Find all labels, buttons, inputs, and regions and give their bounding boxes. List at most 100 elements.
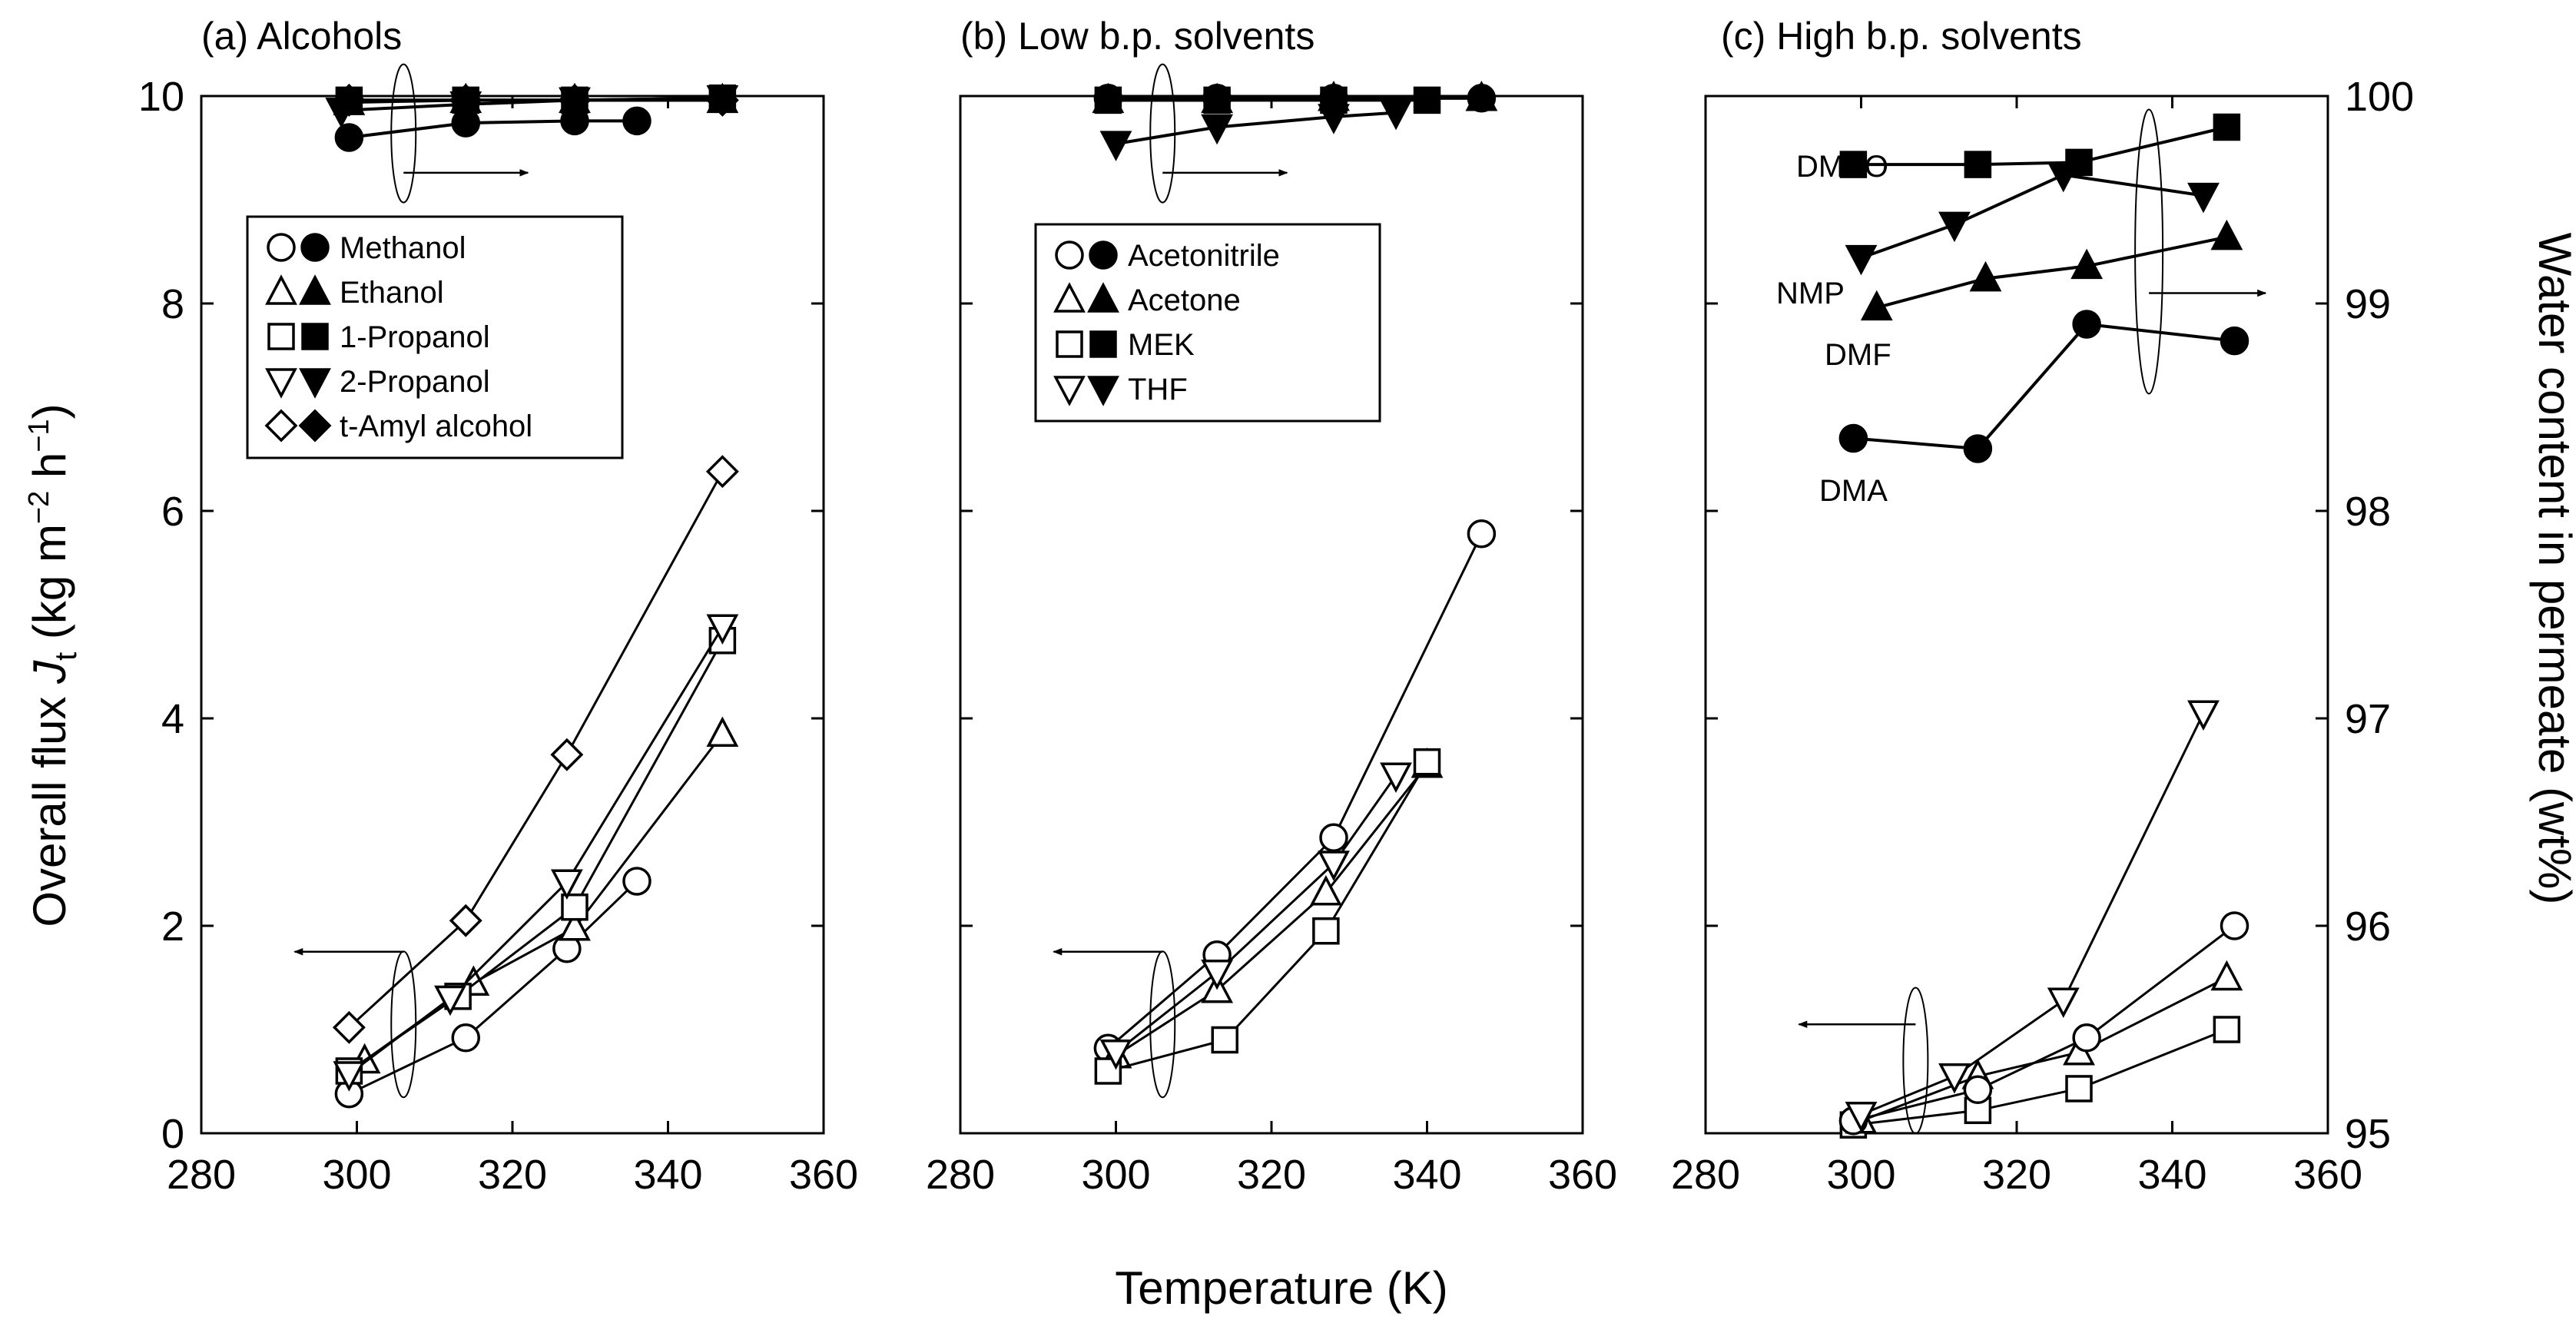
panel-b-flux-point-thf	[1099, 1039, 1132, 1070]
right-y-tick-label: 95	[2345, 1111, 2391, 1157]
panel-a-legend-open-marker	[264, 409, 298, 443]
panel-a-flux-point-2-propanol	[333, 1061, 366, 1092]
panel-a-flux-point-t-amyl-alcohol	[332, 1010, 366, 1044]
panel-c-flux-point-dma	[1963, 1075, 1993, 1105]
panel-c-flux-point-nmp	[1938, 1063, 1971, 1094]
panel-b-flux-point-mek	[1094, 1057, 1122, 1085]
panel-c-water-point-dmf	[1969, 260, 2002, 292]
left-y-tick-label: 2	[161, 904, 184, 950]
panel-a-flux-line-1-propanol	[348, 640, 724, 1073]
panel-b-legend-label: THF	[1128, 373, 1188, 406]
left-y-tick-label: 8	[161, 281, 184, 327]
right-y-tick-label: 97	[2345, 696, 2391, 742]
panel-a-flux-point-t-amyl-alcohol	[449, 904, 482, 937]
panel-a-flux-point-ethanol	[706, 716, 739, 747]
panel-a-legend-filled-marker	[300, 233, 330, 262]
panel-c-flux-point-dmf	[2210, 960, 2243, 991]
panel-b-water-point-thf	[1318, 104, 1350, 134]
panel-a-title: (a) Alcohols	[201, 15, 402, 58]
panel-b-x-tick-label: 300	[1081, 1152, 1150, 1198]
panel-a-flux-line-methanol	[348, 880, 638, 1096]
panel-b-flux-line-thf	[1115, 774, 1397, 1053]
panel-b-legend-label: MEK	[1128, 328, 1195, 362]
panel-a-flux-point-1-propanol	[561, 893, 588, 921]
left-y-tick-label: 0	[161, 1111, 184, 1157]
left-y-axis-title-post: )	[24, 403, 75, 419]
panel-b-legend-filled-marker	[1089, 240, 1118, 270]
panel-b-legend-open-marker	[1056, 330, 1083, 358]
panel-a-flux-point-t-amyl-alcohol	[705, 455, 739, 489]
panel-b-water-line-thf	[1116, 111, 1397, 146]
panel-b-flux-point-acetonitrile	[1319, 823, 1348, 852]
panel-c-label-dmso: DMSO	[1796, 150, 1888, 184]
panel-c-flux-point-dmso	[2213, 1016, 2241, 1043]
panel-c-water-line-dmso	[1853, 125, 2227, 167]
panel-c-water-point-dma	[2072, 310, 2101, 339]
left-y-axis-title: Overall flux Jt (kg m−2 h−1)	[23, 403, 83, 927]
left-y-tick-label: 10	[138, 74, 184, 120]
panel-c-label-dmf: DMF	[1825, 338, 1891, 372]
left-y-axis-title-pre: Overall flux	[24, 684, 75, 927]
panel-b-water-point-mek	[1094, 86, 1122, 114]
panel-a-flux-point-methanol	[451, 1023, 480, 1053]
panel-b-flux-point-mek	[1312, 917, 1340, 945]
panel-a-x-tick-label: 320	[478, 1152, 547, 1198]
panel-c-water-point-dmf	[2070, 248, 2104, 280]
panel-b-water-point-mek	[1203, 86, 1231, 114]
panel-c-water-point-nmp	[2187, 182, 2220, 214]
panel-c-flux-point-nmp	[2187, 700, 2220, 731]
panel-b-flux-point-thf	[1201, 960, 1234, 990]
panel-c-flux-line-nmp	[1860, 712, 2205, 1116]
panel-c-water-point-dma	[1963, 434, 1993, 463]
panel-a-flux-point-2-propanol	[550, 869, 583, 900]
panel-c-water-line-nmp	[1860, 173, 2204, 260]
panel-a-legend-label: 2-Propanol	[340, 365, 490, 399]
panel-b-flux-point-mek	[1211, 1026, 1238, 1054]
panel-a-flux-point-2-propanol	[706, 614, 739, 645]
panel-a-x-tick-label: 300	[322, 1152, 391, 1198]
panel-b-flux-point-thf	[1318, 851, 1350, 881]
panel-a-water-point-t-amyl-alcohol	[332, 83, 366, 117]
panel-b: 280 300 320 340 360 Acetonitrile Acetone MEK THF	[926, 63, 1617, 1198]
panel-b-water-point-thf	[1201, 114, 1234, 145]
panel-a-legend-open-marker	[265, 274, 297, 305]
panel-a-legend-filled-marker	[301, 323, 329, 350]
panels-layer: 280 300 320 340 360 0 2 4 6 8 10 Methanol Ethanol 1-P…	[138, 63, 2414, 1198]
panel-b-water-ellipse	[1149, 63, 1176, 204]
panel-b-flux-point-thf	[1380, 762, 1412, 793]
panel-a-flux-point-ethanol	[559, 910, 591, 941]
panel-a-legend-open-marker	[267, 233, 296, 262]
panel-b-flux-point-acetonitrile	[1467, 519, 1497, 549]
panel-a: 280 300 320 340 360 0 2 4 6 8 10 Methanol Ethanol 1-P…	[138, 63, 858, 1198]
panel-c-water-ellipse	[2134, 108, 2164, 395]
panel-b-x-tick-label: 280	[926, 1152, 995, 1198]
left-y-axis-title-var: J	[24, 660, 75, 685]
panel-a-flux-point-t-amyl-alcohol	[550, 738, 584, 771]
left-y-axis-title-mid: (kg m	[24, 524, 75, 652]
panel-c-water-point-dmso	[2213, 113, 2241, 141]
panel-a-water-ellipse	[390, 63, 417, 204]
panel-a-legend-filled-marker	[298, 409, 332, 443]
panel-a-legend-label: Methanol	[340, 231, 466, 265]
panel-c-water-point-dmf	[1860, 290, 1893, 321]
panel-c-flux-point-dma	[2220, 911, 2249, 940]
panel-b-flux-line-mek	[1107, 761, 1428, 1073]
left-y-axis-title-sub: t	[49, 652, 83, 661]
right-y-tick-label: 100	[2345, 74, 2414, 120]
panel-b-x-tick-label: 320	[1237, 1152, 1306, 1198]
left-y-axis-title-sup2: −1	[23, 419, 55, 452]
panel-b-x-tick-label: 360	[1548, 1152, 1617, 1198]
panel-a-water-point-t-amyl-alcohol	[449, 83, 482, 117]
panel-b-legend: Acetonitrile Acetone MEK THF	[1034, 223, 1381, 423]
panel-c-x-tick-label: 280	[1671, 1152, 1740, 1198]
panel-c-water-point-dma	[1838, 423, 1868, 453]
left-y-axis-title-sup1: −2	[23, 491, 55, 524]
panel-a-water-line-methanol	[349, 119, 637, 139]
panel-c-water-point-nmp	[1938, 211, 1971, 243]
panel-c-water-point-dma	[2220, 326, 2249, 356]
panel-b-legend-filled-marker	[1089, 330, 1117, 358]
panel-a-water-point-t-amyl-alcohol	[705, 83, 739, 117]
panel-b-x-tick-label: 340	[1392, 1152, 1461, 1198]
panel-c-water-point-nmp	[1845, 244, 1878, 276]
